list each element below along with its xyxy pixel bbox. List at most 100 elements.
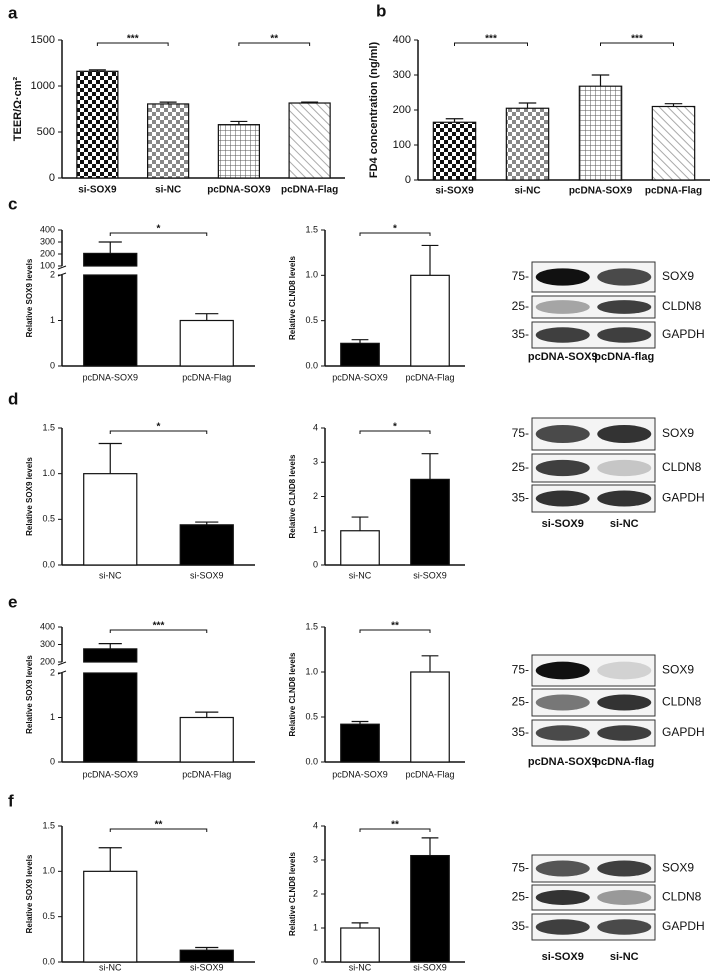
band: [535, 919, 590, 935]
y-tick-label: 200: [393, 104, 411, 116]
protein-label: CLDN8: [662, 460, 702, 474]
protein-label: SOX9: [662, 269, 694, 283]
band: [597, 860, 652, 877]
x-tick-label: si-SOX9: [190, 962, 224, 972]
y-axis-label: Relative CLND8 levels: [288, 652, 297, 737]
y-tick-label: 100: [40, 260, 55, 270]
y-axis-label: Relative SOX9 levels: [25, 258, 34, 337]
x-tick-label: pcDNA-SOX9: [82, 769, 138, 779]
y-tick-label: 3: [313, 854, 318, 864]
bar: [217, 124, 260, 179]
y-tick-label: 0.0: [42, 559, 55, 569]
size-marker: 25-: [512, 890, 529, 904]
significance-bracket: [359, 828, 431, 832]
y-axis-label: Relative SOX9 levels: [25, 655, 34, 734]
panel-label: e: [8, 592, 17, 611]
significance-bracket: [454, 42, 528, 46]
band: [535, 661, 590, 680]
size-marker: 25-: [512, 299, 529, 313]
bar: [432, 121, 477, 181]
y-tick-label: 400: [393, 34, 411, 46]
protein-label: GAPDH: [662, 725, 705, 739]
size-marker: 25-: [512, 695, 529, 709]
band: [597, 490, 652, 507]
lane-label: si-SOX9: [542, 518, 584, 530]
y-tick-label: 500: [37, 126, 55, 138]
y-tick-label: 1.0: [42, 866, 55, 876]
protein-label: GAPDH: [662, 919, 705, 933]
band: [535, 459, 590, 477]
protein-label: CLDN8: [662, 695, 702, 709]
protein-label: SOX9: [662, 426, 694, 440]
y-axis-label: Relative CLND8 levels: [288, 454, 297, 539]
x-tick-label: pcDNA-Flag: [645, 186, 702, 197]
y-tick-label: 0: [405, 174, 411, 186]
y-tick-label: 2: [313, 491, 318, 501]
band: [597, 890, 652, 905]
bar: [179, 319, 234, 367]
y-axis-label: TEER/Ω·cm²: [12, 76, 24, 141]
y-tick-label: 4: [313, 422, 318, 432]
y-tick-label: 1: [50, 712, 55, 722]
y-tick-label: 0.0: [305, 756, 318, 766]
y-tick-label: 1.0: [305, 270, 318, 280]
y-tick-label: 300: [393, 69, 411, 81]
x-tick-label: si-SOX9: [78, 185, 117, 196]
bar: [288, 102, 331, 179]
lane-label: si-NC: [610, 951, 639, 963]
bar: [651, 105, 696, 181]
size-marker: 35-: [512, 327, 529, 341]
y-tick-label: 2: [50, 269, 55, 279]
band: [597, 919, 652, 935]
y-tick-label: 1.5: [42, 422, 55, 432]
y-axis-label: Relative SOX9 levels: [25, 854, 34, 933]
band: [535, 694, 590, 711]
protein-label: SOX9: [662, 663, 694, 677]
axis-break: [57, 265, 67, 270]
y-tick-label: 0: [50, 756, 55, 766]
y-axis-label: Relative CLND8 levels: [288, 851, 297, 936]
band: [597, 661, 652, 680]
y-tick-label: 1.5: [305, 224, 318, 234]
y-tick-label: 300: [40, 236, 55, 246]
bar-upper: [83, 648, 138, 663]
band: [535, 424, 590, 444]
x-tick-label: si-SOX9: [190, 570, 224, 580]
y-tick-label: 300: [40, 639, 55, 649]
band: [597, 459, 652, 477]
y-tick-label: 400: [40, 621, 55, 631]
y-tick-label: 0: [313, 956, 318, 966]
lane-label: pcDNA-flag: [594, 351, 654, 363]
panel-label: a: [8, 3, 18, 22]
size-marker: 75-: [512, 861, 529, 875]
significance-label: *: [393, 422, 397, 433]
band: [597, 268, 652, 286]
bar: [505, 107, 550, 181]
y-tick-label: 1.5: [42, 820, 55, 830]
bar: [147, 103, 190, 179]
y-axis-label: Relative CLND8 levels: [288, 255, 297, 340]
significance-label: **: [270, 34, 278, 45]
size-marker: 75-: [512, 426, 529, 440]
x-tick-label: pcDNA-Flag: [182, 372, 231, 382]
lane-label: pcDNA-SOX9: [528, 351, 598, 363]
y-tick-label: 2: [313, 888, 318, 898]
y-tick-label: 4: [313, 820, 318, 830]
protein-label: GAPDH: [662, 491, 705, 505]
y-tick-label: 0: [50, 360, 55, 370]
x-tick-label: si-NC: [155, 185, 181, 196]
size-marker: 75-: [512, 269, 529, 283]
y-tick-label: 0: [313, 559, 318, 569]
bar: [83, 672, 138, 763]
band: [597, 300, 652, 314]
significance-label: *: [157, 224, 161, 235]
protein-label: GAPDH: [662, 327, 705, 341]
y-tick-label: 1.0: [42, 468, 55, 478]
x-tick-label: pcDNA-SOX9: [207, 185, 271, 196]
protein-label: CLDN8: [662, 890, 702, 904]
band: [597, 327, 652, 343]
x-tick-label: pcDNA-SOX9: [332, 769, 388, 779]
y-tick-label: 1.5: [305, 621, 318, 631]
significance-label: ***: [127, 34, 139, 45]
y-tick-label: 1.0: [305, 666, 318, 676]
